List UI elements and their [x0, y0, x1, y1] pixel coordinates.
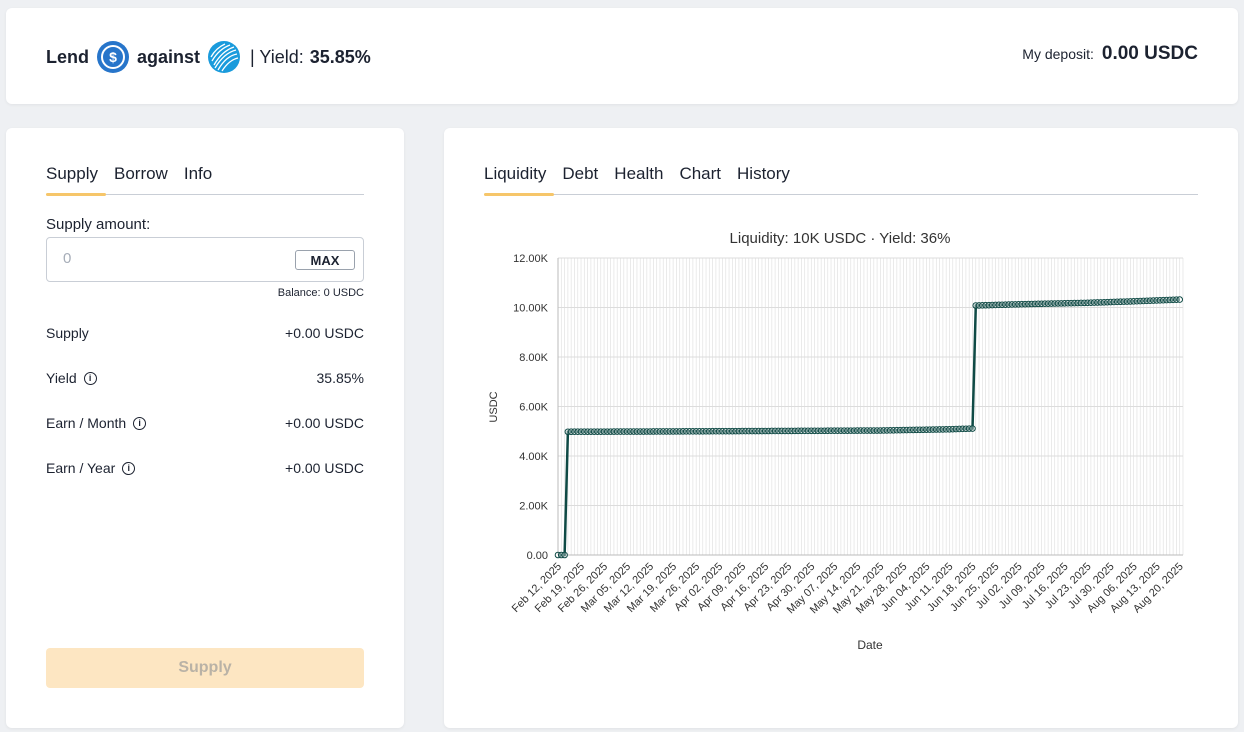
y-tick-label: 4.00K	[519, 451, 548, 463]
striped-globe-token-icon	[208, 41, 241, 73]
y-tick-label: 0.00	[527, 550, 548, 562]
deposit-value: 0.00 USDC	[1101, 43, 1198, 64]
market-stats-panel: Liquidity Debt Health Chart History Liqu…	[444, 128, 1238, 728]
tab-history[interactable]: History	[737, 164, 790, 183]
deposit-summary: My deposit: 0.00 USDC	[1022, 43, 1198, 65]
tab-debt[interactable]: Debt	[562, 164, 599, 183]
earn-year-row: Earn / Year i +0.00 USDC	[46, 460, 364, 476]
tab-info[interactable]: Info	[183, 164, 213, 183]
supply-row: Supply +0.00 USDC	[46, 325, 364, 341]
supply-panel: Supply Borrow Info Supply amount: MAX Ba…	[6, 128, 404, 728]
deposit-label: My deposit:	[1022, 46, 1094, 62]
against-label: against	[137, 46, 201, 67]
supply-row-value: +0.00 USDC	[285, 325, 364, 341]
earn-year-value: +0.00 USDC	[285, 460, 364, 476]
info-icon[interactable]: i	[83, 371, 97, 385]
chart-y-axis-label: USDC	[488, 391, 500, 422]
earn-year-label: Earn / Year	[46, 460, 116, 476]
y-tick-label: 8.00K	[519, 352, 548, 364]
y-tick-label: 2.00K	[519, 501, 548, 513]
liquidity-chart: Liquidity: 10K USDC · Yield: 36% 0.00 2.0…	[488, 230, 1186, 652]
lend-label: Lend	[46, 46, 89, 67]
info-icon[interactable]: i	[133, 416, 147, 430]
max-button[interactable]: MAX	[295, 250, 355, 270]
data-point	[969, 425, 976, 432]
supply-row-label: Supply	[46, 325, 89, 341]
y-tick-label: 6.00K	[519, 402, 548, 414]
yield-row-value: 35.85%	[316, 370, 364, 386]
info-icon[interactable]: i	[122, 461, 136, 475]
tab-liquidity[interactable]: Liquidity	[484, 164, 555, 196]
earn-month-label: Earn / Month	[46, 415, 127, 431]
header-bar: Lend $ against | Yield: 35.85% My deposi…	[6, 8, 1238, 104]
supply-amount-input[interactable]	[63, 250, 263, 267]
chart-x-axis-label: Date	[857, 638, 883, 652]
tab-chart[interactable]: Chart	[679, 164, 722, 183]
supply-amount-field: MAX	[46, 237, 364, 282]
supply-amount-label: Supply amount:	[46, 216, 151, 233]
chart-series	[554, 296, 1184, 559]
data-point	[561, 551, 568, 559]
yield-value: 35.85%	[309, 46, 371, 67]
supply-submit-button[interactable]: Supply	[46, 648, 364, 688]
yield-row: Yield i 35.85%	[46, 370, 364, 386]
chart-y-ticks: 0.00 2.00K 4.00K 6.00K 8.00K 10.00K 12.00K	[513, 253, 549, 562]
chart-title: Liquidity: 10K USDC · Yield: 36%	[730, 230, 951, 247]
tab-health[interactable]: Health	[614, 164, 664, 183]
yield-row-label: Yield	[46, 370, 77, 386]
earn-month-row: Earn / Month i +0.00 USDC	[46, 415, 364, 431]
tab-borrow[interactable]: Borrow	[113, 164, 168, 183]
y-tick-label: 10.00K	[513, 303, 549, 315]
tab-supply[interactable]: Supply	[46, 164, 106, 196]
balance-text: Balance: 0 USDC	[277, 287, 364, 299]
market-title: Lend $ against | Yield: 35.85%	[46, 41, 371, 73]
series-line	[558, 298, 1180, 557]
yield-prefix: | Yield:	[250, 46, 304, 67]
data-point	[1176, 296, 1184, 303]
earn-month-value: +0.00 USDC	[285, 415, 364, 431]
usdc-coin-icon: $	[97, 41, 129, 73]
market-stats-tabs: Liquidity Debt Health Chart History	[484, 164, 1198, 196]
y-tick-label: 12.00K	[513, 253, 549, 265]
supply-panel-tabs: Supply Borrow Info	[46, 164, 364, 196]
